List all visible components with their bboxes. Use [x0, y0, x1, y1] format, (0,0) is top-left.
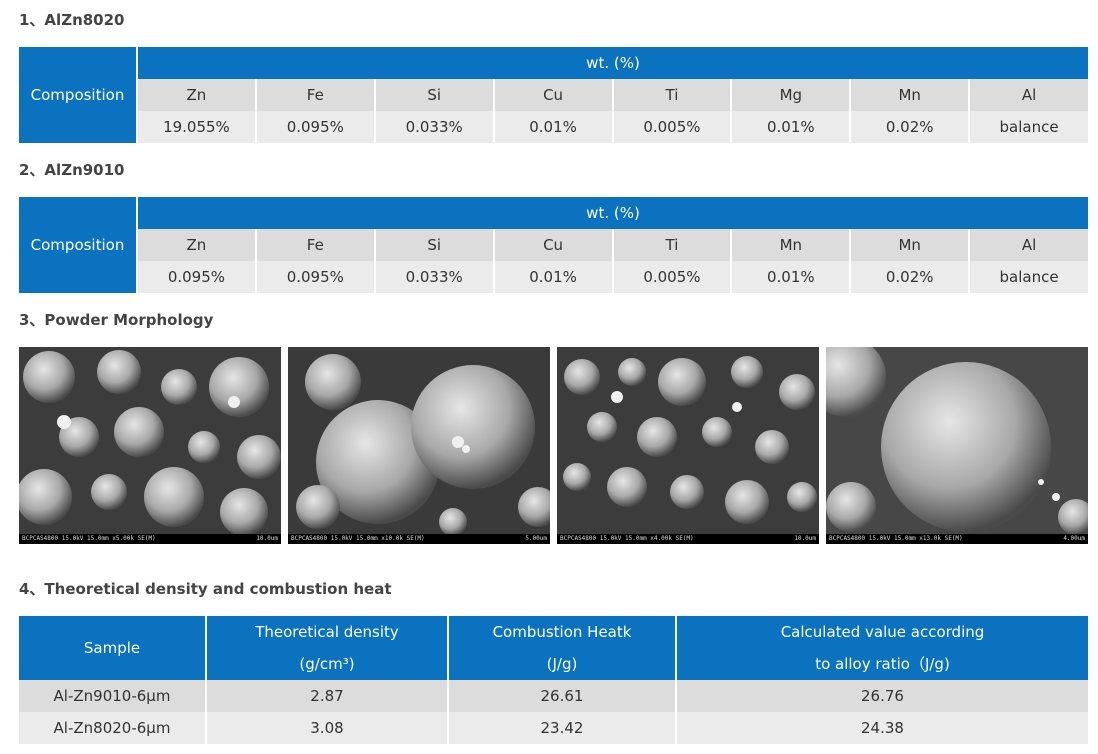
header-line: Sample — [83, 639, 141, 657]
section-title-density: 4、Theoretical density and combustion hea… — [19, 580, 392, 598]
element-value: 0.005% — [612, 111, 733, 143]
element-header: Mg — [731, 79, 852, 111]
composition-label: Composition — [19, 47, 138, 143]
element-value: 0.01% — [493, 111, 614, 143]
element-header: Fe — [255, 229, 376, 261]
header-line: (g/cm³) — [299, 655, 355, 673]
header-line: Calculated value according — [780, 623, 985, 641]
sem-scale: 10.0um — [256, 535, 278, 542]
density-cell: 3.08 — [206, 712, 449, 744]
element-header: Fe — [255, 79, 376, 111]
sem-micrograph — [19, 347, 281, 534]
sample-cell: Al-Zn9010-6μm — [19, 680, 207, 712]
header-line: Combustion Heatk — [492, 623, 632, 641]
element-value: 0.01% — [493, 261, 614, 293]
calculated-cell: 26.76 — [676, 680, 1088, 712]
wt-percent-header: wt. (%) — [137, 197, 1088, 229]
element-header: Zn — [137, 79, 257, 111]
sem-scale: 5.00um — [525, 535, 547, 542]
element-value: 0.01% — [731, 261, 852, 293]
section-title-powder-morphology: 3、Powder Morphology — [19, 311, 214, 329]
element-value: 0.033% — [374, 111, 495, 143]
sem-micrograph — [557, 347, 819, 534]
element-header: Mn — [850, 79, 971, 111]
sem-image-3: BCPCAS4800 15.0kV 15.0mm x4.00k SE(M) 10… — [557, 347, 819, 544]
density-table: Sample Theoretical density (g/cm³) Combu… — [19, 616, 1088, 744]
column-header-density: Theoretical density (g/cm³) — [206, 616, 449, 680]
table-row: Al-Zn9010-6μm 2.87 26.61 26.76 — [19, 680, 1088, 712]
element-header: Zn — [137, 229, 257, 261]
element-header: Ti — [612, 229, 733, 261]
element-header: Ti — [612, 79, 733, 111]
header-line: (J/g) — [546, 655, 578, 673]
combustion-cell: 23.42 — [448, 712, 677, 744]
sem-caption: BCPCAS4800 15.0kV 15.0mm x4.00k SE(M) — [560, 535, 694, 542]
element-value: 0.005% — [612, 261, 733, 293]
sem-scale: 10.0um — [794, 535, 816, 542]
sem-image-2: BCPCAS4800 15.0kV 15.0mm x10.0k SE(M) 5.… — [288, 347, 550, 544]
section-title-alzn8020: 1、AlZn8020 — [19, 11, 125, 29]
composition-table-alzn9010: Composition wt. (%) Zn Fe Si Cu Ti Mn Mn… — [19, 197, 1088, 293]
header-line: Theoretical density — [255, 623, 399, 641]
column-header-calculated: Calculated value according to alloy rati… — [676, 616, 1088, 680]
column-header-combustion: Combustion Heatk (J/g) — [448, 616, 677, 680]
sem-scale-bar: BCPCAS4800 15.0kV 15.0mm x10.0k SE(M) 5.… — [288, 534, 550, 544]
element-header: Si — [374, 79, 495, 111]
composition-table-alzn8020: Composition wt. (%) Zn Fe Si Cu Ti Mg Mn… — [19, 47, 1088, 143]
sem-scale-bar: BCPCAS4800 15.0kV 15.0mm x5.00k SE(M) 10… — [19, 534, 281, 544]
element-header: Cu — [493, 79, 614, 111]
element-header: Si — [374, 229, 495, 261]
sem-caption: BCPCAS4800 15.0kV 15.0mm x13.0k SE(M) — [829, 535, 963, 542]
section-title-alzn9010: 2、AlZn9010 — [19, 161, 125, 179]
sem-image-4: BCPCAS4800 15.0kV 15.0mm x13.0k SE(M) 4.… — [826, 347, 1088, 544]
element-header: Mn — [731, 229, 852, 261]
element-value: 0.02% — [850, 261, 971, 293]
header-line: to alloy ratio（J/g) — [815, 655, 950, 673]
element-value: 0.01% — [731, 111, 852, 143]
element-value: 0.095% — [255, 111, 376, 143]
element-value: balance — [969, 261, 1088, 293]
sem-scale-bar: BCPCAS4800 15.0kV 15.0mm x13.0k SE(M) 4.… — [826, 534, 1088, 544]
sem-image-1: BCPCAS4800 15.0kV 15.0mm x5.00k SE(M) 10… — [19, 347, 281, 544]
element-value: 0.095% — [137, 261, 257, 293]
element-value: 0.02% — [850, 111, 971, 143]
element-value: 0.095% — [255, 261, 376, 293]
sem-scale-bar: BCPCAS4800 15.0kV 15.0mm x4.00k SE(M) 10… — [557, 534, 819, 544]
density-cell: 2.87 — [206, 680, 449, 712]
element-value: balance — [969, 111, 1088, 143]
element-header: Mn — [850, 229, 971, 261]
sem-micrograph — [288, 347, 550, 534]
sem-caption: BCPCAS4800 15.0kV 15.0mm x10.0k SE(M) — [291, 535, 425, 542]
sample-cell: Al-Zn8020-6μm — [19, 712, 207, 744]
sem-caption: BCPCAS4800 15.0kV 15.0mm x5.00k SE(M) — [22, 535, 156, 542]
element-value: 19.055% — [137, 111, 257, 143]
element-header: Cu — [493, 229, 614, 261]
sem-micrograph — [826, 347, 1088, 534]
sem-scale: 4.00um — [1063, 535, 1085, 542]
combustion-cell: 26.61 — [448, 680, 677, 712]
calculated-cell: 24.38 — [676, 712, 1088, 744]
element-value: 0.033% — [374, 261, 495, 293]
column-header-sample: Sample — [19, 616, 207, 680]
element-header: Al — [969, 79, 1088, 111]
wt-percent-header: wt. (%) — [137, 47, 1088, 79]
composition-label: Composition — [19, 197, 138, 293]
element-header: Al — [969, 229, 1088, 261]
table-row: Al-Zn8020-6μm 3.08 23.42 24.38 — [19, 712, 1088, 744]
